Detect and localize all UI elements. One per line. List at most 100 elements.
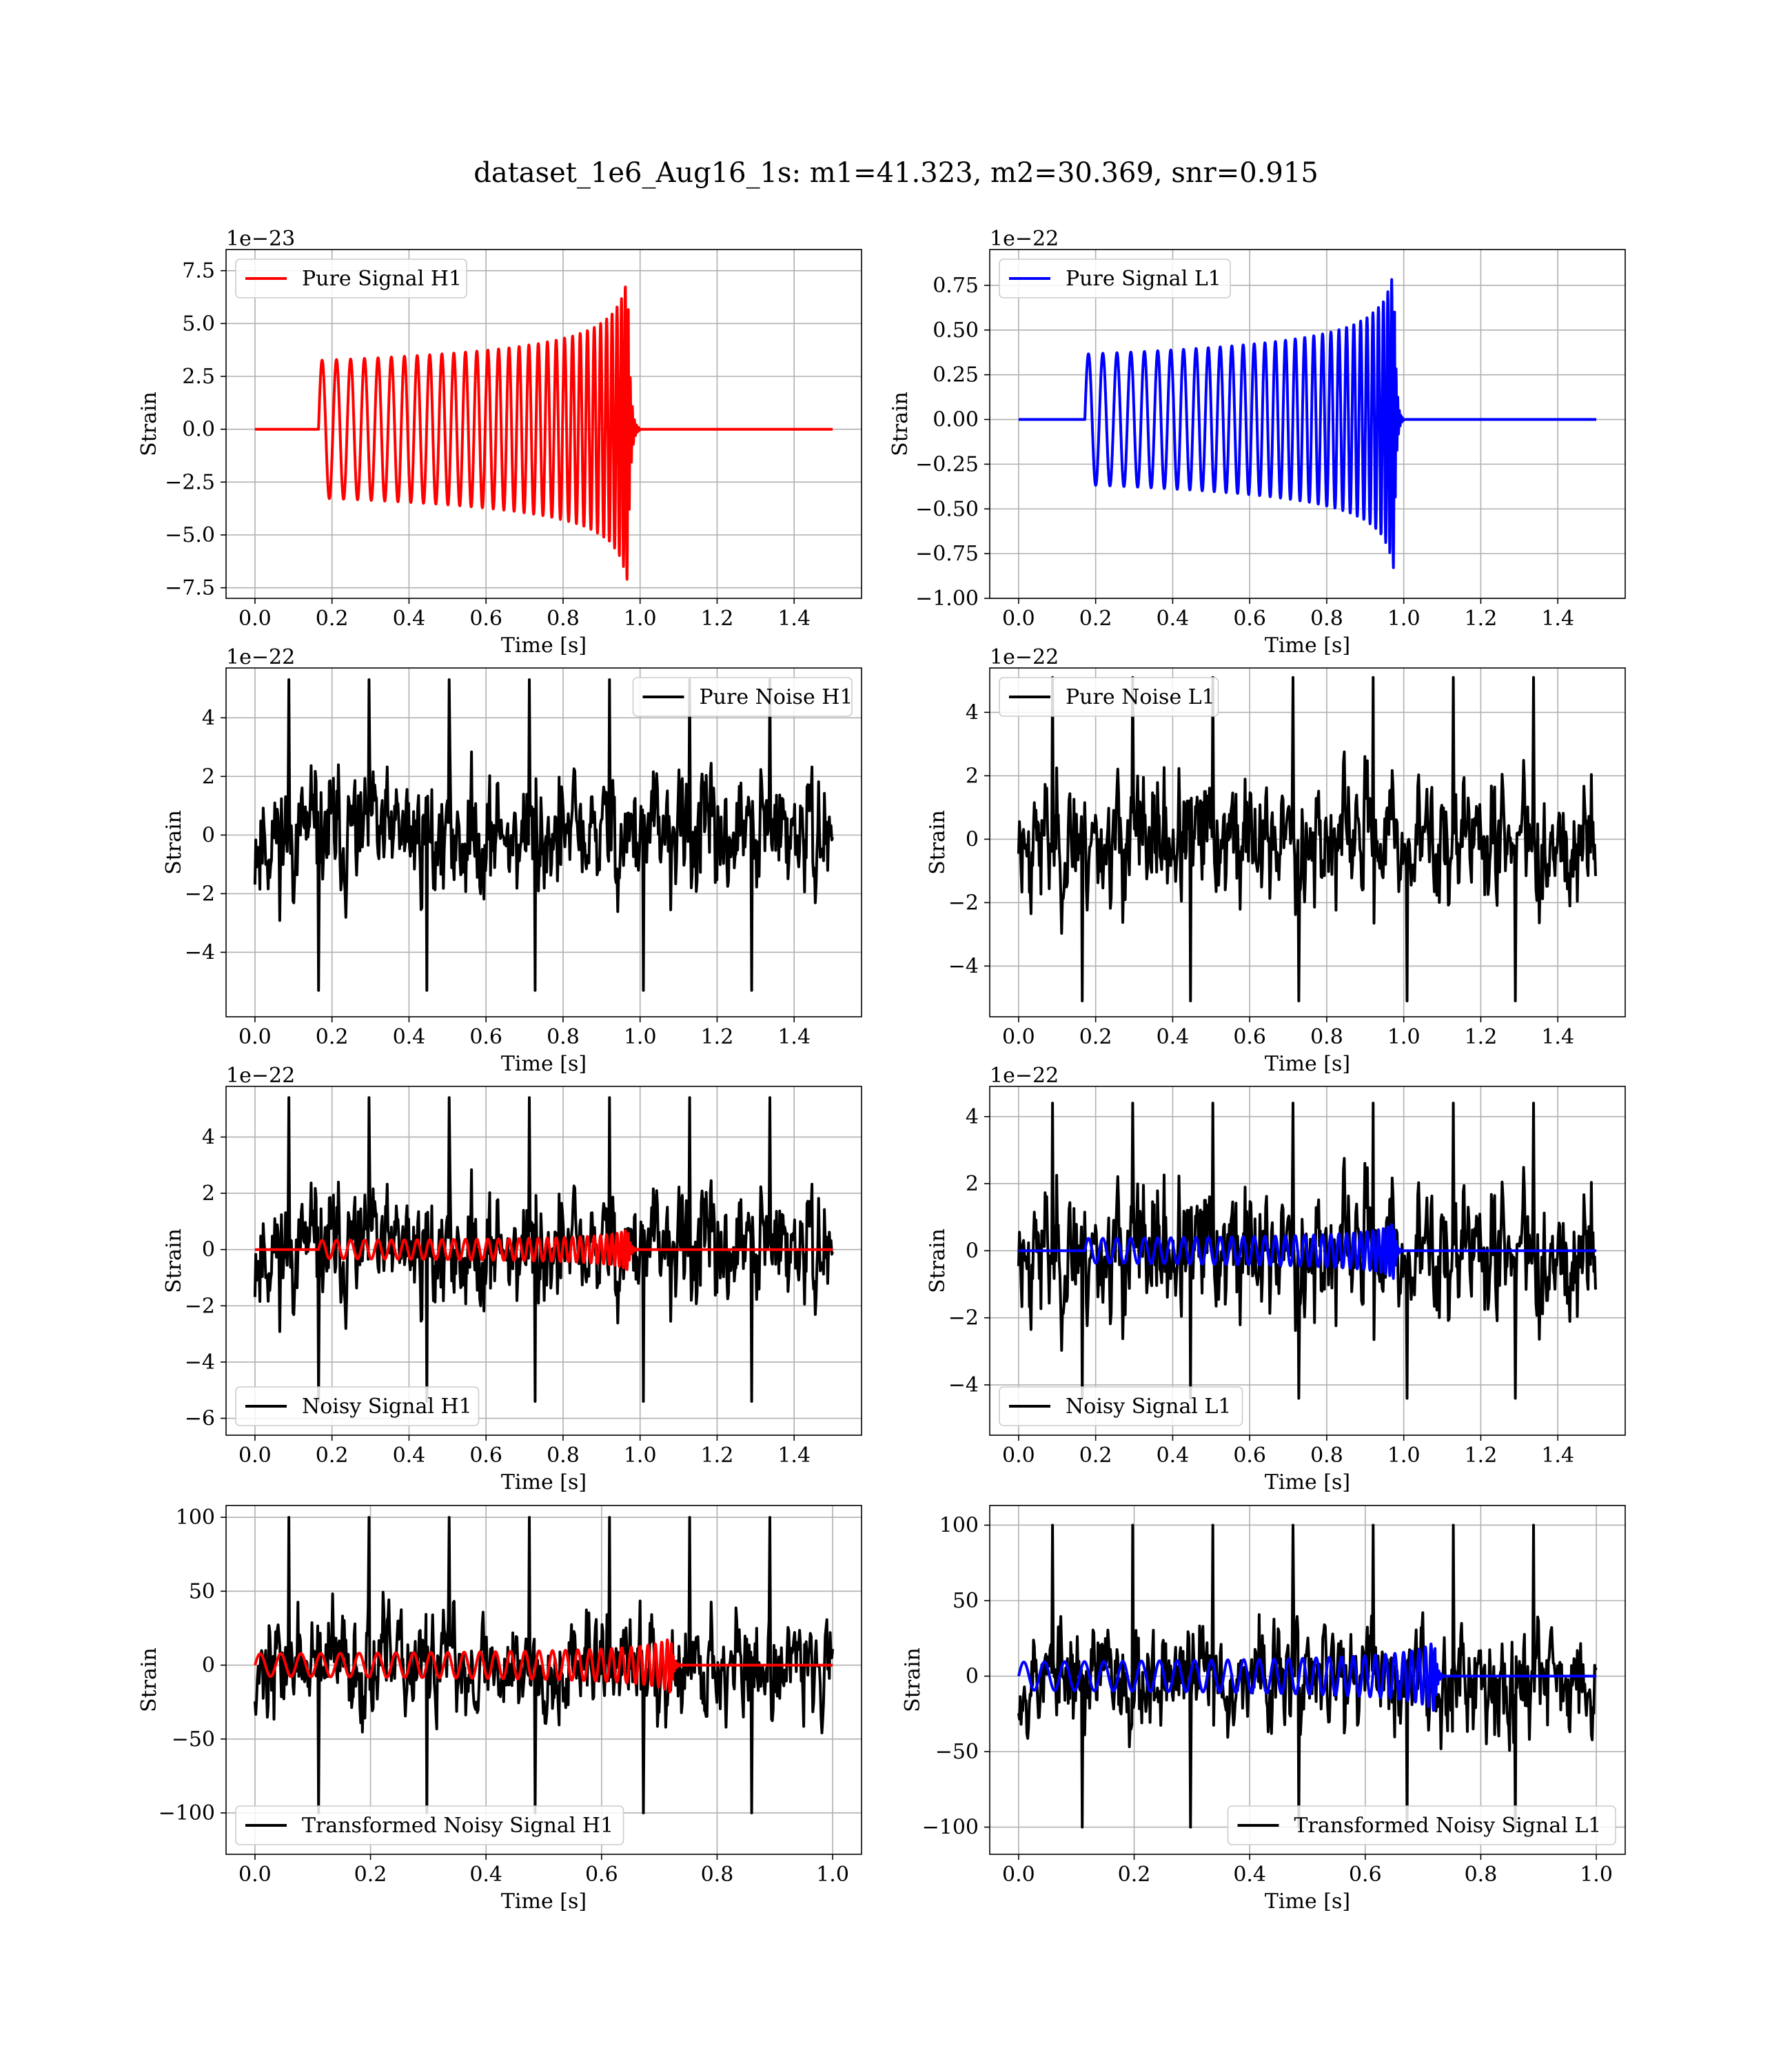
x-tick-label: 0.0 (238, 1863, 272, 1887)
y-tick-label: 0 (966, 1665, 979, 1689)
y-tick-label: 2 (202, 764, 215, 789)
y-tick-label: −2.5 (165, 470, 215, 494)
x-tick-label: 0.4 (393, 607, 426, 631)
y-tick-label: −100 (922, 1816, 979, 1840)
y-tick-label: 2.5 (182, 365, 215, 389)
x-tick-label: 1.0 (1387, 1443, 1421, 1468)
y-tick-label: 100 (939, 1513, 979, 1537)
series-line-noise (253, 1516, 835, 1814)
x-tick-label: 0.6 (1233, 1025, 1266, 1049)
x-tick-label: 0.4 (393, 1025, 426, 1049)
y-tick-label: 0 (202, 1654, 215, 1678)
y-tick-label: −2 (185, 882, 215, 906)
x-axis-label: Time [s] (1265, 1470, 1350, 1494)
y-axis-label: Strain (137, 392, 161, 456)
panel-transformed-noisy-signal-l1: 0.0 0.2 0.4 0.6 0.8 1.0 100 50 0 −50 −100 Time [s] S… (901, 1505, 1626, 1914)
legend-box (999, 677, 1219, 717)
series-group (1017, 278, 1598, 569)
series-group (1017, 1102, 1598, 1400)
x-axis-label: Time [s] (501, 1889, 587, 1914)
axes-frame (225, 667, 862, 1017)
x-tick-label: 0.4 (393, 1443, 426, 1468)
x-tick-label: 0.6 (469, 1025, 502, 1049)
x-tick-label: 0.6 (469, 1443, 502, 1468)
legend-label: Pure Noise H1 (700, 685, 853, 709)
x-tick-label: 0.4 (1157, 607, 1190, 631)
y-tick-label: −0.50 (915, 497, 979, 521)
x-tick-label: 1.0 (624, 607, 657, 631)
y-tick-label: −50 (172, 1727, 215, 1752)
x-tick-label: 1.4 (1541, 1443, 1574, 1468)
y-tick-label: −5.0 (165, 523, 215, 547)
y-tick-label: −50 (935, 1740, 979, 1764)
x-tick-label: 0.6 (469, 607, 502, 631)
legend-box (999, 258, 1231, 298)
x-tick-label: 0.2 (316, 1025, 349, 1049)
y-tick-label: −4 (948, 954, 979, 978)
x-tick-label: 0.6 (1349, 1863, 1382, 1887)
x-tick-label: 0.2 (354, 1863, 387, 1887)
y-tick-label: 0.0 (182, 418, 215, 442)
x-tick-label: 1.0 (1580, 1863, 1613, 1887)
x-axis-label: Time [s] (1265, 1889, 1350, 1914)
x-tick-label: 1.0 (624, 1443, 657, 1468)
x-tick-label: 0.0 (1002, 1863, 1035, 1887)
x-tick-label: 1.0 (816, 1863, 849, 1887)
x-tick-label: 0.8 (701, 1863, 734, 1887)
x-tick-label: 0.4 (1157, 1443, 1190, 1468)
series-group (253, 1096, 834, 1403)
x-tick-label: 1.4 (777, 607, 811, 631)
panel-noisy-signal-l1: 0.0 0.2 0.4 0.6 0.8 1.0 1.2 1.4 4 2 0 −2 −4 Time [s] S… (926, 1064, 1626, 1494)
x-tick-label: 0.4 (469, 1863, 502, 1887)
x-tick-label: 0.2 (1118, 1863, 1151, 1887)
series-line-signal (1017, 1642, 1598, 1712)
x-axis-label: Time [s] (501, 1052, 587, 1076)
grid (226, 250, 862, 598)
x-tick-label: 0.0 (1002, 1443, 1035, 1468)
legend: Pure Noise H1 (632, 677, 853, 717)
y-axis-label: Strain (162, 1228, 186, 1293)
x-tick-label: 0.0 (238, 607, 272, 631)
y-axis-label: Strain (926, 810, 950, 875)
x-axis-label: Time [s] (1265, 633, 1350, 658)
offset-text: 1e−22 (990, 1064, 1059, 1088)
x-tick-label: 1.4 (1541, 1025, 1574, 1049)
y-tick-label: −4 (185, 940, 215, 964)
offset-text: 1e−22 (226, 645, 295, 669)
y-tick-label: 2 (202, 1182, 215, 1206)
x-axis-label: Time [s] (501, 633, 587, 658)
panel-noisy-signal-h1: 0.0 0.2 0.4 0.6 0.8 1.0 1.2 1.4 4 2 0 −2 −4 −6 Time [s… (162, 1064, 862, 1494)
axes-frame (989, 1086, 1626, 1436)
series-line-noise (253, 678, 835, 992)
x-tick-label: 0.6 (1233, 1443, 1266, 1468)
y-tick-label: −2 (948, 891, 979, 915)
y-tick-label: −0.75 (915, 542, 979, 566)
x-tick-label: 1.2 (701, 607, 734, 631)
y-tick-label: 0 (966, 827, 979, 851)
x-tick-label: 0.6 (585, 1863, 618, 1887)
x-tick-label: 1.0 (1387, 607, 1421, 631)
x-tick-label: 1.4 (777, 1025, 811, 1049)
legend: Pure Signal L1 (999, 258, 1231, 298)
y-tick-label: 0.00 (933, 408, 979, 432)
series-line-signal (254, 285, 834, 581)
panel-pure-signal-h1: 0.0 0.2 0.4 0.6 0.8 1.0 1.2 1.4 7.5 5.0 2.5 0.0 −2.5… (137, 227, 862, 658)
x-tick-label: 1.0 (624, 1025, 657, 1049)
x-tick-label: 0.0 (1002, 607, 1035, 631)
panel-transformed-noisy-signal-h1: 0.0 0.2 0.4 0.6 0.8 1.0 100 50 0 −50 −100 Time [s] S… (137, 1505, 862, 1914)
legend-label: Noisy Signal H1 (302, 1395, 472, 1419)
y-tick-label: 0.50 (933, 318, 979, 343)
x-tick-label: 0.8 (547, 1025, 580, 1049)
axes-frame (989, 1505, 1626, 1855)
offset-text: 1e−22 (990, 645, 1059, 669)
legend-label: Pure Signal H1 (302, 267, 462, 291)
x-tick-label: 0.2 (316, 607, 349, 631)
x-tick-label: 1.0 (1387, 1025, 1421, 1049)
y-axis-label: Strain (926, 1228, 950, 1293)
y-tick-label: 4 (966, 1105, 979, 1129)
y-tick-label: −6 (185, 1407, 215, 1431)
x-axis-label: Time [s] (1265, 1052, 1350, 1076)
y-tick-label: 7.5 (182, 259, 215, 283)
y-tick-label: 0 (966, 1239, 979, 1263)
